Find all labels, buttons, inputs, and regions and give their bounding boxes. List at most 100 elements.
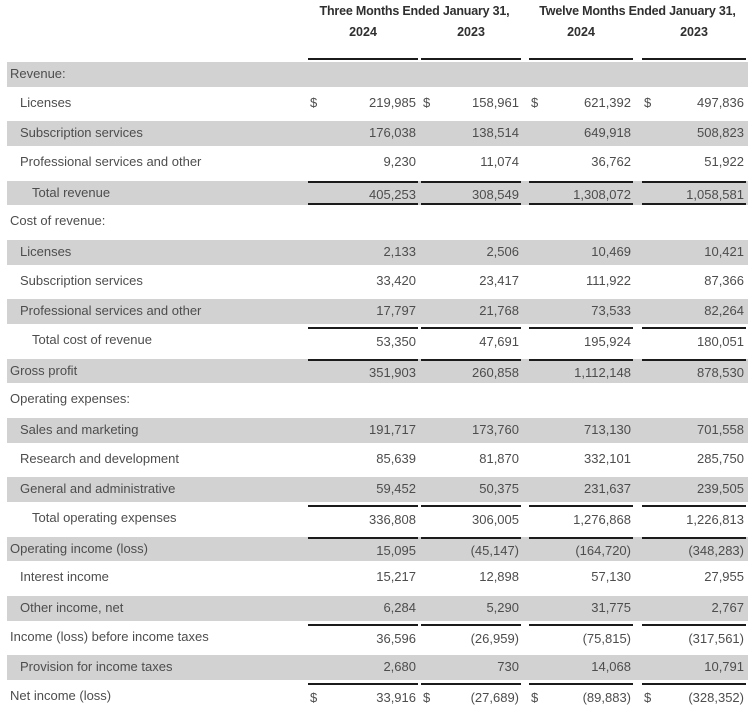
value-cell: 351,903 xyxy=(308,358,418,384)
cell-value: 2,680 xyxy=(383,659,416,675)
cell-value: 336,808 xyxy=(369,512,416,528)
period-group-twelve-months: Twelve Months Ended January 31, xyxy=(539,4,736,18)
value-cell: 50,375 xyxy=(421,477,521,502)
cell-value: 36,762 xyxy=(591,154,631,170)
table-row: Sales and marketing 191,717 173,760 713,130… xyxy=(0,416,748,446)
value-cell: 12,898 xyxy=(421,564,521,594)
cell-value: 158,961 xyxy=(472,94,519,110)
row-label: Licenses xyxy=(20,94,72,110)
table-row: Income (loss) before income taxes 36,596 (… xyxy=(0,623,748,654)
row-label: Income (loss) before income taxes xyxy=(10,628,209,644)
row-label: Cost of revenue: xyxy=(10,213,106,229)
cell-value: 621,392 xyxy=(584,94,631,110)
table-row: Other income, net 6,284 5,290 31,775 2,767 xyxy=(0,594,748,624)
cell-value: 111,922 xyxy=(585,272,631,288)
row-label: Other income, net xyxy=(20,600,124,616)
value-cell: 82,264 xyxy=(642,299,746,324)
cell-value: (348,283) xyxy=(688,542,744,558)
value-cell: 73,533 xyxy=(529,299,633,324)
value-cell: 878,530 xyxy=(642,358,746,384)
value-cell: 231,637 xyxy=(529,477,633,502)
cell-value: 219,985 xyxy=(369,94,416,110)
value-cell: (26,959) xyxy=(421,623,521,654)
label-column-spacer xyxy=(0,4,308,20)
period-group-three-months: Three Months Ended January 31, xyxy=(319,4,510,18)
currency-symbol: $ xyxy=(423,690,431,706)
value-cell: 508,823 xyxy=(642,121,746,146)
year-header: 2024 xyxy=(349,25,377,39)
value-cell: $ (328,352) xyxy=(642,683,746,713)
row-label: Subscription services xyxy=(20,272,143,288)
row-label: Total revenue xyxy=(32,184,111,200)
currency-symbol: $ xyxy=(423,94,431,110)
cell-value: 730 xyxy=(497,659,519,675)
cell-value: (75,815) xyxy=(582,630,631,646)
cell-value: 351,903 xyxy=(369,364,416,380)
row-label: Total cost of revenue xyxy=(32,332,152,348)
value-cell: 111,922 xyxy=(529,268,633,298)
year-header: 2023 xyxy=(680,25,708,39)
value-cell: 57,130 xyxy=(529,564,633,594)
cell-value: 10,421 xyxy=(704,244,744,260)
value-cell: 53,350 xyxy=(308,327,418,357)
cell-value: 231,637 xyxy=(584,481,631,497)
row-label: Research and development xyxy=(20,450,179,466)
cell-value: 53,350 xyxy=(376,334,416,350)
cell-value: 47,691 xyxy=(479,334,519,350)
value-cell: 260,858 xyxy=(421,358,521,384)
value-cell: 730 xyxy=(421,655,521,680)
cell-value: 508,823 xyxy=(697,125,744,141)
cell-value: 1,226,813 xyxy=(686,512,744,528)
row-label: Professional services and other xyxy=(20,154,202,170)
row-label: Gross profit xyxy=(10,362,78,378)
table-row: Cost of revenue: xyxy=(0,208,748,239)
cell-value: 2,133 xyxy=(383,244,416,260)
cell-value: 87,366 xyxy=(704,272,744,288)
row-label: Interest income xyxy=(20,569,109,585)
value-cell: 649,918 xyxy=(529,121,633,146)
value-cell: 2,506 xyxy=(421,240,521,265)
value-cell: $621,392 xyxy=(529,90,633,120)
value-cell: 239,505 xyxy=(642,477,746,502)
table-row: Licenses $219,985 $158,961 $621,392 $497,836 xyxy=(0,89,748,120)
value-cell: 191,717 xyxy=(308,418,418,443)
row-label: Licenses xyxy=(20,244,72,260)
label-column-spacer xyxy=(0,42,308,60)
cell-value: 23,417 xyxy=(479,272,519,288)
cell-value: 10,791 xyxy=(704,659,744,675)
cell-value: 12,898 xyxy=(479,569,519,585)
table-row: Research and development 85,639 81,870 332,… xyxy=(0,445,748,476)
row-label: Total operating expenses xyxy=(32,510,177,526)
table-row: Interest income 15,217 12,898 57,130 27,955 xyxy=(0,564,748,595)
value-cell: 47,691 xyxy=(421,327,521,357)
value-cell: 1,308,072 xyxy=(529,180,633,206)
cell-value: 191,717 xyxy=(369,422,416,438)
cell-value: 405,253 xyxy=(369,186,416,202)
column-underline xyxy=(421,42,521,60)
value-cell: 713,130 xyxy=(529,418,633,443)
value-cell: $497,836 xyxy=(642,90,746,120)
cell-value: 173,760 xyxy=(472,422,519,438)
column-underline xyxy=(642,42,746,60)
cell-value: 36,596 xyxy=(376,630,416,646)
value-cell: 87,366 xyxy=(642,268,746,298)
cell-value: 21,768 xyxy=(479,303,519,319)
value-cell: 27,955 xyxy=(642,564,746,594)
value-cell: (348,283) xyxy=(642,536,746,562)
cell-value: 5,290 xyxy=(486,600,519,616)
table-row: Total cost of revenue 53,350 47,691 195,924… xyxy=(0,327,748,357)
value-cell: 36,762 xyxy=(529,149,633,179)
cell-value: (27,689) xyxy=(470,690,519,706)
value-cell: 173,760 xyxy=(421,418,521,443)
currency-symbol: $ xyxy=(644,94,652,110)
cell-value: 260,858 xyxy=(472,364,519,380)
cell-value: 308,549 xyxy=(472,186,519,202)
cell-value: 239,505 xyxy=(697,481,744,497)
value-cell: 15,217 xyxy=(308,564,418,594)
row-label: Operating income (loss) xyxy=(10,540,148,556)
row-label: General and administrative xyxy=(20,481,176,497)
value-cell: 81,870 xyxy=(421,446,521,476)
cell-value: 82,264 xyxy=(704,303,744,319)
value-cell: (164,720) xyxy=(529,536,633,562)
table-row: Operating expenses: xyxy=(0,386,748,417)
